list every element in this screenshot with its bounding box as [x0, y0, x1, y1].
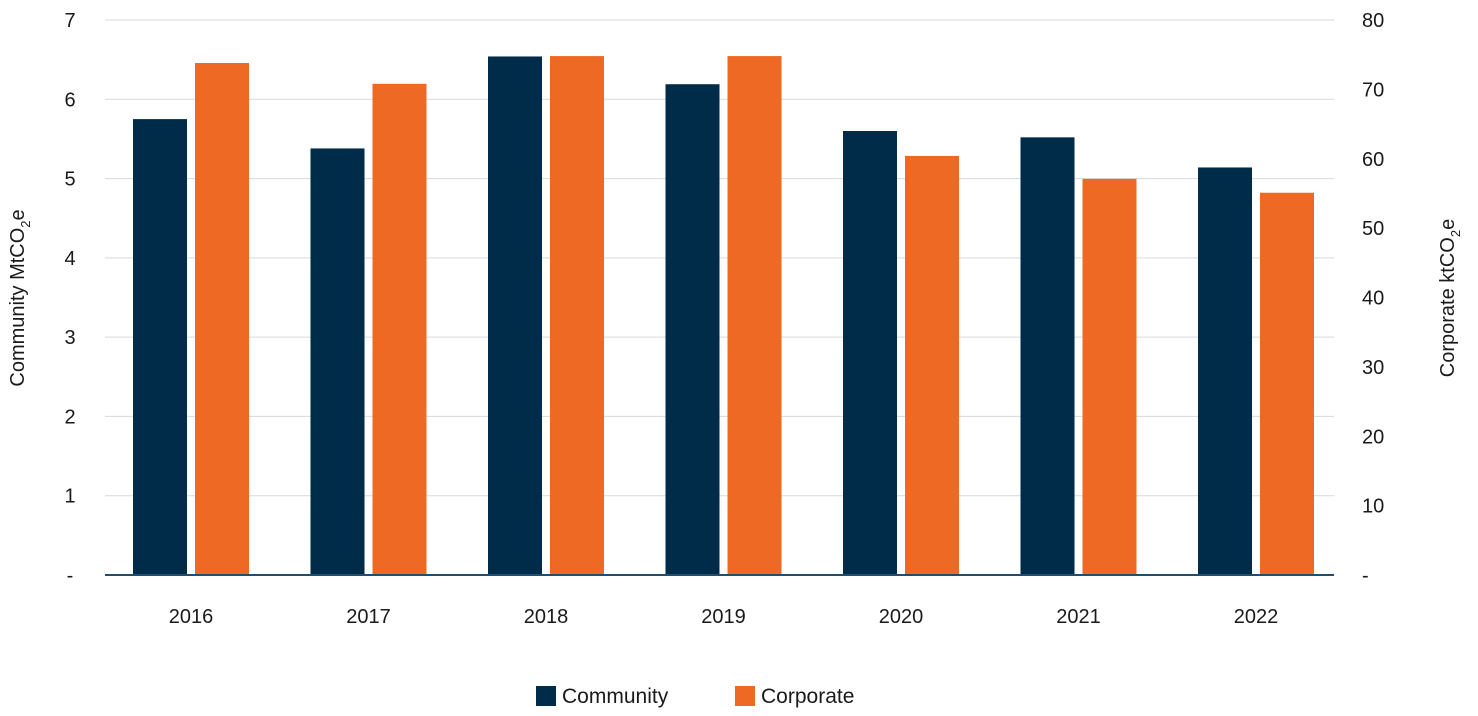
right-tick-label: 60: [1362, 149, 1384, 171]
legend-swatch-community: [536, 686, 556, 706]
right-axis-title: Corporate ktCO2e: [1437, 219, 1463, 377]
bar-community-2022: [1198, 167, 1252, 575]
left-axis-ticks: - 1 2 3 4 5 6 7: [64, 10, 75, 587]
bar-community-2018: [488, 56, 542, 575]
left-tick-label: 3: [64, 327, 75, 349]
right-tick-label: 80: [1362, 10, 1384, 32]
legend-label-community: Community: [562, 685, 669, 708]
left-tick-label: 5: [64, 169, 75, 191]
x-tick-label: 2018: [524, 606, 569, 628]
bar-corporate-2022: [1260, 192, 1314, 575]
bar-community-2020: [843, 131, 897, 575]
x-tick-label: 2020: [879, 606, 924, 628]
right-tick-label: -: [1362, 565, 1369, 587]
bar-corporate-2020: [905, 155, 959, 575]
bar-corporate-2021: [1082, 178, 1137, 575]
right-tick-label: 10: [1362, 496, 1384, 518]
x-tick-label: 2022: [1234, 606, 1279, 628]
left-tick-label: 2: [64, 406, 75, 428]
bar-corporate-2019: [727, 56, 782, 575]
bar-community-2019: [665, 84, 720, 575]
left-tick-label: -: [67, 565, 74, 587]
right-axis-ticks: - 10 20 30 40 50 60 70 80: [1362, 10, 1384, 587]
x-tick-label: 2021: [1056, 606, 1101, 628]
right-tick-label: 30: [1362, 357, 1384, 379]
right-tick-label: 40: [1362, 288, 1384, 310]
bar-corporate-2017: [372, 83, 427, 575]
bars: [133, 56, 1314, 576]
left-tick-label: 6: [64, 89, 75, 111]
right-tick-label: 20: [1362, 426, 1384, 448]
bar-community-2016: [133, 119, 187, 575]
left-axis-title: Community MtCO2e: [7, 209, 33, 386]
bar-corporate-2018: [550, 56, 604, 575]
legend-swatch-corporate: [735, 686, 755, 706]
legend-label-corporate: Corporate: [761, 685, 854, 708]
x-axis-ticks: 2016 2017 2018 2019 2020 2021 2022: [169, 606, 1279, 628]
right-tick-label: 70: [1362, 79, 1384, 101]
legend: Community Corporate: [536, 685, 854, 708]
x-tick-label: 2017: [346, 606, 391, 628]
x-tick-label: 2019: [701, 606, 746, 628]
right-tick-label: 50: [1362, 218, 1384, 240]
left-tick-label: 4: [64, 248, 75, 270]
bar-community-2017: [310, 148, 365, 575]
left-tick-label: 1: [64, 486, 75, 508]
bar-community-2021: [1020, 137, 1075, 576]
left-tick-label: 7: [64, 10, 75, 32]
x-tick-label: 2016: [169, 606, 214, 628]
bar-corporate-2016: [195, 63, 249, 575]
